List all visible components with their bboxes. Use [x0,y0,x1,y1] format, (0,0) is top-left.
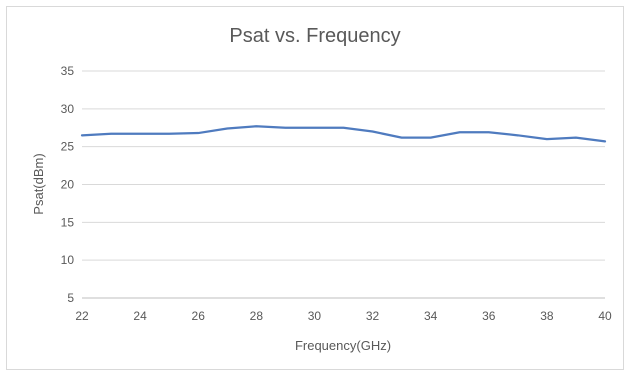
x-tick-label-5: 32 [366,309,380,323]
x-tick-label-1: 24 [133,309,147,323]
series-lines [80,125,607,143]
y-tick-label-4: 25 [61,140,75,154]
y-tick-label-5: 30 [61,102,75,116]
y-tick-label-2: 15 [61,215,75,229]
x-tick-label-2: 26 [192,309,206,323]
tick-labels: 5 10 15 20 25 30 35 22 24 26 28 30 32 34 36 38 40 [61,64,612,323]
x-tick-label-4: 30 [308,309,322,323]
y-tick-label-0: 5 [67,291,74,305]
x-axis-label: Frequency(GHz) [295,338,391,353]
grid-lines [82,70,605,261]
x-tick-label-7: 36 [482,309,496,323]
x-tick-label-0: 22 [75,309,89,323]
x-tick-label-8: 38 [540,309,554,323]
y-axis-label: Psat(dBm) [31,153,46,214]
y-tick-label-1: 10 [61,253,75,267]
x-tick-label-3: 28 [250,309,264,323]
y-tick-label-3: 20 [61,178,75,192]
chart-title: Psat vs. Frequency [229,25,400,47]
x-tick-label-6: 34 [424,309,438,323]
y-tick-label-6: 35 [61,64,75,78]
series-line-0 [80,125,607,143]
chart-frame [6,6,624,370]
x-tick-label-9: 40 [598,309,612,323]
